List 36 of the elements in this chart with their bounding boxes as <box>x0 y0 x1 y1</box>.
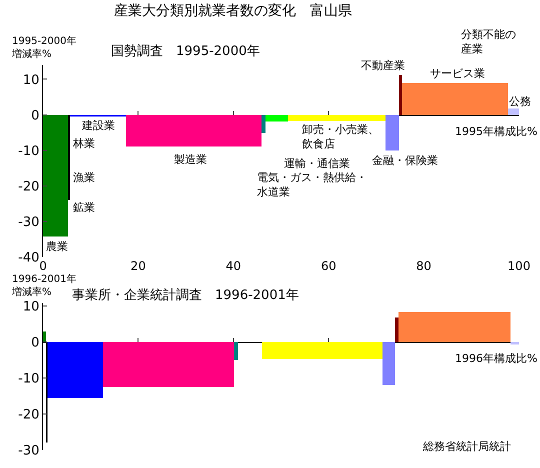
annotation: 総務省統計局統計 <box>422 440 511 453</box>
y-tick-label: 0 <box>31 335 40 350</box>
y-tick-label: -10 <box>18 371 40 386</box>
annotation: 製造業 <box>174 153 207 166</box>
annotation: 運輸・通信業 <box>284 157 350 170</box>
y-tick-label: -30 <box>18 214 40 230</box>
y-axis-title: 1995-2000年増減率% <box>11 35 77 60</box>
x-tick-label: 100 <box>508 259 530 273</box>
y-tick-label: -40 <box>18 250 40 266</box>
y-tick-label: 10 <box>22 299 40 314</box>
y-tick-label: -10 <box>18 144 40 159</box>
chart-subtitle: 国勢調査 1995-2000年 <box>111 44 260 59</box>
x-tick-label: 80 <box>416 259 432 273</box>
annotation: 電気・ガス・熱供給・水道業 <box>257 171 367 198</box>
y-tick-label: 10 <box>22 72 40 88</box>
annotation: 金融・保険業 <box>372 154 438 167</box>
x-tick-label: 40 <box>226 259 242 273</box>
annotation: 不動産業 <box>361 59 405 72</box>
annotation: 漁業 <box>73 171 95 184</box>
annotation: 卸売・小売業、飲食店 <box>302 123 379 150</box>
annotation: 公務 <box>509 95 531 108</box>
annotation: 林業 <box>72 137 95 150</box>
chart-title: 産業大分類別就業者数の変化 富山県 <box>114 3 352 19</box>
annotation: 建設業 <box>81 119 115 132</box>
x-axis-title: 1995年構成比% <box>455 125 538 138</box>
y-tick-label: 0 <box>31 108 40 124</box>
annotation: 鉱業 <box>73 201 95 214</box>
y-tick-label: -20 <box>18 179 40 194</box>
x-axis-title: 1996年構成比% <box>455 352 538 365</box>
x-tick-label: 20 <box>130 259 146 273</box>
annotation: 農業 <box>46 240 68 253</box>
text: 分類不能の産業 <box>461 28 516 56</box>
y-tick-label: -30 <box>18 444 40 459</box>
annotation: サービス業 <box>430 67 485 80</box>
x-tick-label: 60 <box>320 259 336 273</box>
y-tick-label: -20 <box>18 408 40 423</box>
